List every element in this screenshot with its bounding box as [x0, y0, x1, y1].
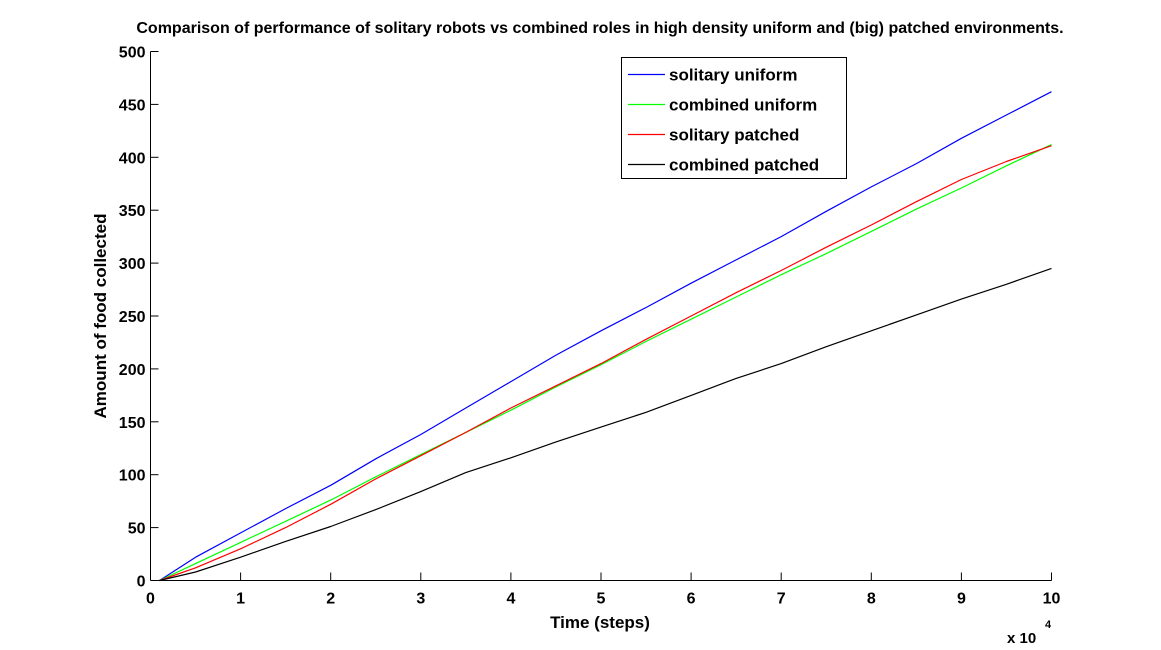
x-axis-multiplier-exponent: 4: [1045, 619, 1052, 631]
x-ticks: 0 1 2 3 4 5 6 7 8 9 10: [146, 572, 1061, 608]
y-tick-label: 350: [119, 203, 146, 220]
x-tick-label: 2: [326, 591, 335, 608]
x-tick-label: 9: [957, 591, 966, 608]
series-line-1: [159, 91, 1052, 582]
series-line-2: [159, 144, 1052, 582]
series-layer: [159, 91, 1052, 582]
legend-label-2: combined uniform: [669, 96, 817, 115]
x-tick-label: 4: [506, 591, 515, 608]
plot-area: [150, 51, 1052, 581]
x-tick-label: 0: [146, 591, 155, 608]
y-tick-label: 150: [119, 415, 146, 432]
legend: solitary uniform combined uniform solitary…: [621, 57, 847, 179]
y-tick-label: 450: [119, 97, 146, 114]
x-axis-label: Time (steps): [550, 613, 650, 632]
legend-label-4: combined patched: [669, 156, 819, 175]
legend-box: [621, 57, 847, 179]
series-line-3: [159, 145, 1052, 582]
y-ticks: 0 50 100 150 200 250 300 350 400 450 500: [119, 45, 159, 591]
chart-title: Comparison of performance of solitary ro…: [136, 20, 1063, 37]
legend-label-1: solitary uniform: [669, 66, 797, 85]
x-tick-label: 6: [687, 591, 696, 608]
x-tick-label: 7: [777, 591, 786, 608]
y-tick-label: 100: [119, 468, 146, 485]
y-tick-label: 200: [119, 362, 146, 379]
y-tick-label: 250: [119, 309, 146, 326]
y-tick-label: 500: [119, 45, 146, 62]
x-tick-label: 5: [597, 591, 606, 608]
y-tick-label: 400: [119, 150, 146, 167]
y-tick-label: 50: [128, 521, 146, 538]
x-tick-label: 10: [1043, 591, 1061, 608]
legend-items: solitary uniform combined uniform solitary…: [628, 66, 819, 175]
y-tick-label: 0: [137, 574, 146, 591]
y-tick-label: 300: [119, 256, 146, 273]
y-axis-label: Amount of food collected: [91, 214, 110, 419]
x-axis-multiplier: x 10: [1007, 630, 1036, 647]
series-line-4: [159, 267, 1052, 582]
x-tick-label: 8: [867, 591, 876, 608]
x-tick-label: 3: [416, 591, 425, 608]
x-tick-label: 1: [236, 591, 245, 608]
legend-label-3: solitary patched: [669, 126, 799, 145]
